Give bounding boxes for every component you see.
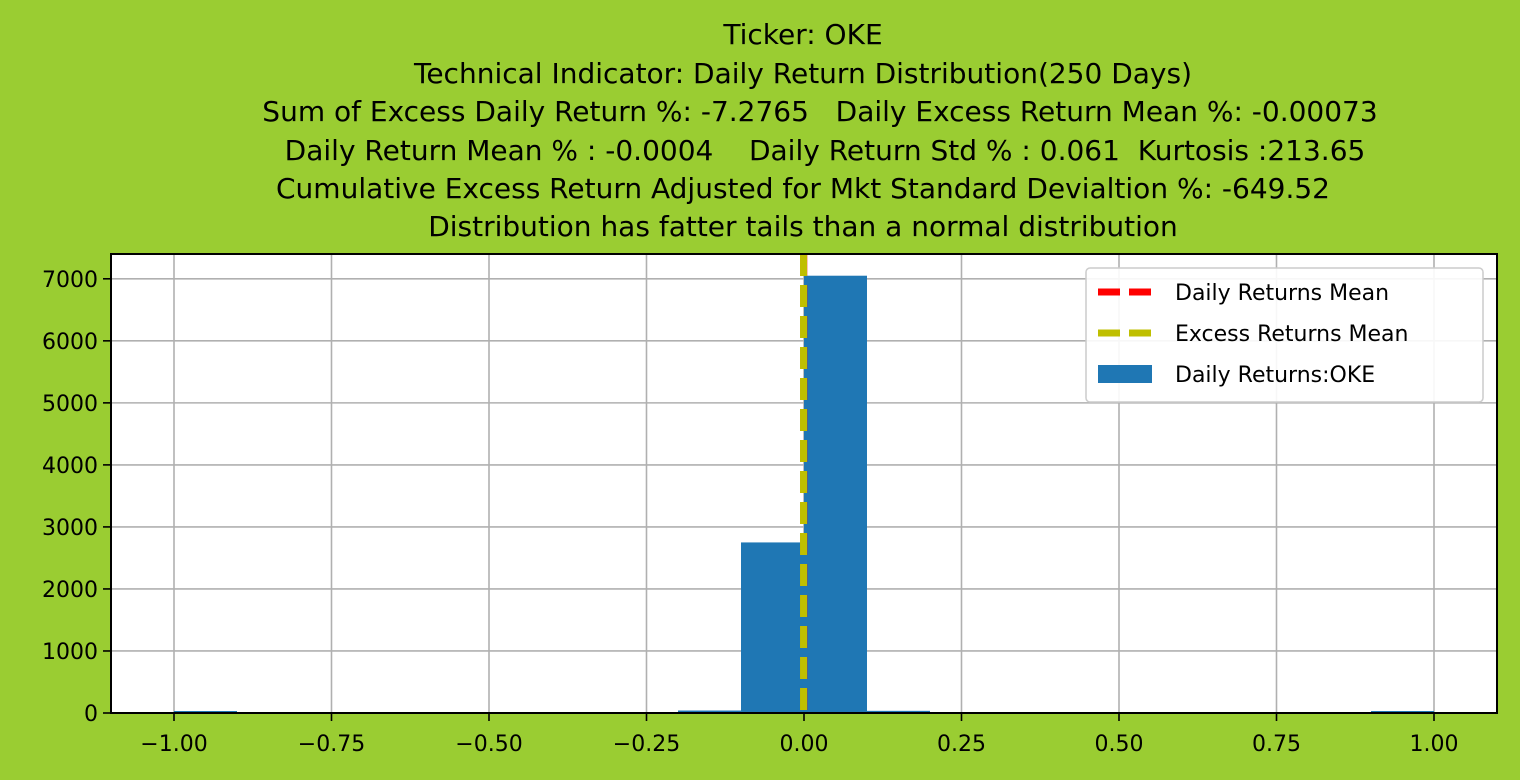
histogram-bar (678, 710, 741, 713)
x-tick-label: −0.50 (455, 732, 522, 757)
y-tick-label: 5000 (42, 392, 98, 417)
x-tick-label: 0.75 (1252, 732, 1301, 757)
legend-label: Excess Returns Mean (1175, 322, 1408, 347)
histogram-bar (804, 275, 867, 713)
x-axis: −1.00 −0.75 −0.50 −0.25 0.00 0.25 0.50 0.75 1.00 (140, 713, 1458, 757)
x-tick-label: −1.00 (140, 732, 207, 757)
y-tick-label: 1000 (42, 640, 98, 665)
x-tick-label: 0.25 (937, 732, 986, 757)
legend: Daily Returns Mean Excess Returns Mean Dai… (1085, 267, 1484, 403)
y-tick-label: 0 (84, 702, 98, 727)
legend-box (1085, 267, 1484, 403)
title-line: Technical Indicator: Daily Return Distri… (413, 57, 1192, 90)
title-line: Daily Return Mean % : -0.0004 Daily Retu… (285, 134, 1366, 167)
x-tick-label: 1.00 (1410, 732, 1459, 757)
chart-title: Ticker: OKE Technical Indicator: Daily Re… (262, 18, 1377, 243)
title-line: Ticker: OKE (722, 18, 882, 51)
y-axis: 0 1000 2000 3000 4000 5000 6000 7000 (42, 268, 111, 727)
legend-bar-swatch (1098, 365, 1152, 383)
y-tick-label: 3000 (42, 516, 98, 541)
y-tick-label: 7000 (42, 268, 98, 293)
title-line: Sum of Excess Daily Return %: -7.2765 Da… (262, 95, 1377, 128)
legend-label: Daily Returns:OKE (1175, 363, 1375, 388)
histogram-bar (867, 710, 930, 713)
x-tick-label: 0.50 (1095, 732, 1144, 757)
y-tick-label: 6000 (42, 330, 98, 355)
title-line: Cumulative Excess Return Adjusted for Mk… (276, 172, 1330, 205)
histogram-bar (741, 542, 804, 713)
title-line: Distribution has fatter tails than a nor… (428, 210, 1178, 243)
legend-label: Daily Returns Mean (1175, 281, 1389, 306)
y-tick-label: 4000 (42, 454, 98, 479)
histogram-bars (174, 275, 1434, 713)
x-tick-label: −0.75 (298, 732, 365, 757)
x-tick-label: 0.00 (780, 732, 829, 757)
x-tick-label: −0.25 (613, 732, 680, 757)
y-tick-label: 2000 (42, 578, 98, 603)
